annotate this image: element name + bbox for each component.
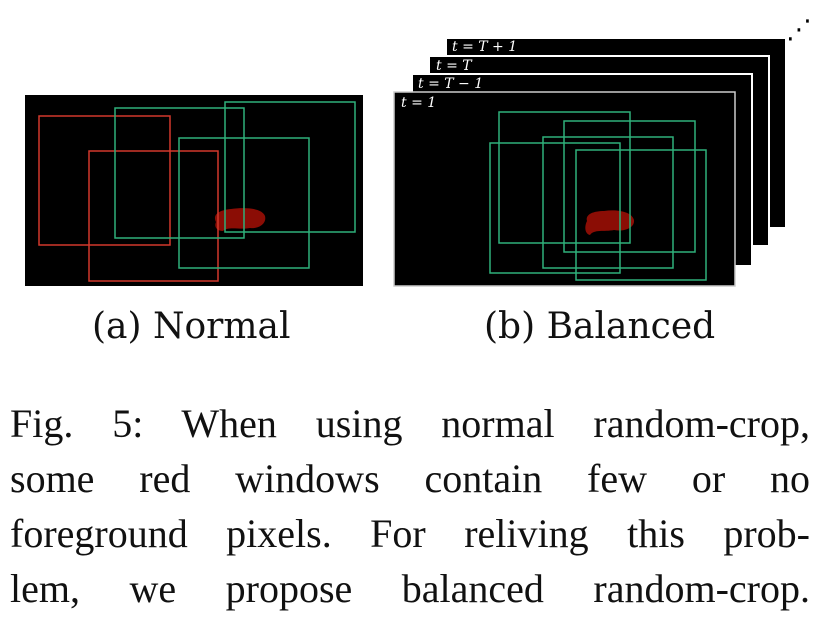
green-window bbox=[563, 120, 696, 253]
figure-caption: Fig. 5: When using normal random-crop, s… bbox=[10, 396, 810, 616]
green-window bbox=[575, 149, 707, 281]
figure-graphic: t = T + 1 t = T t = T − 1 t = 1 ⋰ bbox=[25, 15, 812, 287]
subcaption-a: (a) Normal bbox=[92, 306, 291, 347]
foreground-blob bbox=[585, 210, 635, 235]
foreground-blob bbox=[214, 208, 266, 231]
frame-label: t = 1 bbox=[401, 95, 436, 111]
caption-line: some red windows contain few or no bbox=[10, 456, 810, 501]
green-window bbox=[178, 137, 310, 269]
green-window bbox=[542, 136, 674, 269]
ellipsis-icon: ⋰ bbox=[786, 15, 812, 45]
caption-line: lem, we propose balanced random-crop. bbox=[10, 566, 810, 611]
red-window bbox=[38, 115, 171, 246]
red-window bbox=[88, 150, 219, 282]
frame-label: t = T − 1 bbox=[418, 76, 483, 92]
subcaption-b: (b) Balanced bbox=[484, 306, 716, 347]
green-window bbox=[489, 142, 621, 274]
frame-label: t = T bbox=[436, 58, 473, 74]
panel-a-image bbox=[25, 95, 363, 286]
caption-line: Fig. 5: When using normal random-crop, bbox=[10, 401, 810, 446]
panel-b-image: t = T + 1 t = T t = T − 1 t = 1 ⋰ bbox=[393, 15, 812, 287]
frame-label: t = T + 1 bbox=[452, 39, 517, 55]
green-window bbox=[224, 101, 356, 233]
caption-line: foreground pixels. For reliving this pro… bbox=[10, 511, 810, 556]
